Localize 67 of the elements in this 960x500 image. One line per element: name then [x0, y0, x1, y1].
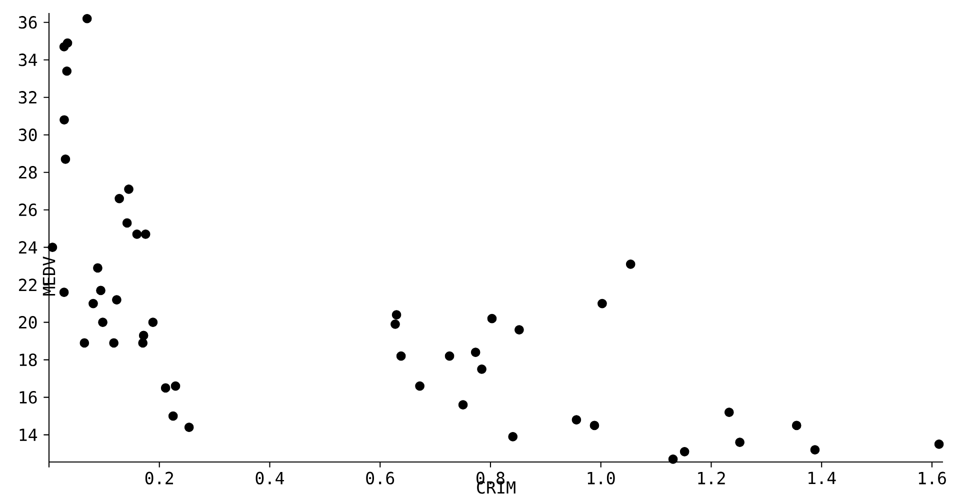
- point: [668, 454, 678, 464]
- point: [680, 447, 690, 456]
- x-tick-label: 1.4: [808, 472, 836, 484]
- y-tick-label: 20: [19, 316, 37, 329]
- point: [59, 288, 69, 298]
- point: [477, 364, 486, 374]
- y-tick-label: 18: [20, 354, 37, 366]
- point: [735, 438, 744, 447]
- point: [458, 400, 468, 410]
- point: [415, 381, 424, 391]
- point: [109, 338, 118, 348]
- point: [514, 325, 524, 334]
- point: [572, 415, 582, 424]
- x-tick-label: 0.6: [366, 472, 394, 484]
- y-tick-label: 26: [19, 204, 37, 216]
- point: [168, 411, 178, 421]
- point: [140, 230, 150, 239]
- point: [114, 194, 124, 204]
- y-tick-label: 30: [18, 128, 37, 142]
- point: [487, 314, 497, 324]
- y-tick-label: 14: [20, 428, 38, 441]
- point: [148, 318, 158, 327]
- point: [60, 154, 70, 164]
- y-tick-label: 24: [19, 241, 38, 254]
- point: [112, 295, 122, 305]
- point: [80, 338, 90, 348]
- point: [160, 383, 170, 393]
- point: [122, 218, 132, 228]
- point: [626, 260, 636, 269]
- point: [598, 298, 607, 308]
- point: [138, 330, 148, 340]
- point: [96, 286, 106, 296]
- point: [508, 432, 518, 442]
- point: [390, 320, 400, 329]
- point: [82, 14, 92, 24]
- point: [88, 298, 98, 308]
- point: [124, 184, 134, 194]
- y-tick-label: 16: [20, 391, 37, 404]
- point: [792, 420, 802, 430]
- point: [48, 242, 58, 252]
- y-tick-label: 22: [19, 278, 36, 292]
- x-tick-label: 0.2: [145, 472, 173, 484]
- x-tick-label: 1.2: [698, 472, 725, 484]
- x-tick-label: 1.6: [918, 472, 946, 484]
- x-tick-label: 0.4: [256, 472, 284, 484]
- point: [590, 420, 600, 430]
- y-tick-label: 34: [18, 54, 38, 66]
- point: [138, 338, 148, 348]
- point: [470, 348, 480, 357]
- x-tick-label: 1.0: [588, 472, 615, 484]
- point: [62, 66, 72, 76]
- point: [132, 230, 142, 239]
- point: [62, 38, 72, 48]
- point: [444, 351, 454, 361]
- point: [810, 445, 820, 454]
- y-tick-label: 32: [18, 91, 36, 104]
- point: [170, 381, 180, 391]
- point: [60, 115, 69, 125]
- point: [934, 440, 944, 449]
- y-tick-label: 28: [19, 166, 37, 179]
- point: [93, 263, 102, 273]
- point: [184, 422, 194, 432]
- point: [392, 310, 402, 320]
- point: [396, 351, 406, 361]
- point: [98, 318, 108, 327]
- point: [724, 408, 734, 417]
- y-tick-label: 36: [18, 16, 37, 29]
